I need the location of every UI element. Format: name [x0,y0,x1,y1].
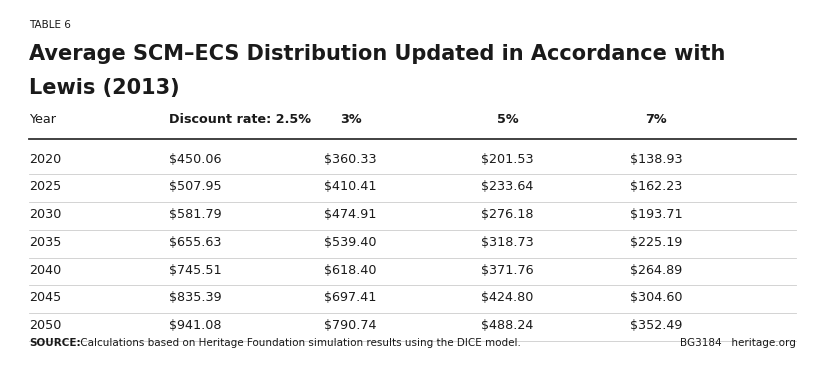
Text: $276.18: $276.18 [481,208,534,221]
Text: $264.89: $264.89 [629,263,682,277]
Text: $410.41: $410.41 [324,180,377,194]
Text: $138.93: $138.93 [629,152,682,166]
Text: 5%: 5% [497,113,518,126]
Text: $450.06: $450.06 [169,152,222,166]
Text: 2035: 2035 [29,236,61,249]
Text: $424.80: $424.80 [481,291,534,305]
Text: Calculations based on Heritage Foundation simulation results using the DICE mode: Calculations based on Heritage Foundatio… [77,338,521,348]
Text: $304.60: $304.60 [629,291,682,305]
Text: $539.40: $539.40 [324,236,377,249]
Text: 2020: 2020 [29,152,61,166]
Text: $352.49: $352.49 [629,319,682,332]
Text: 3%: 3% [340,113,361,126]
Text: $360.33: $360.33 [324,152,377,166]
Text: $201.53: $201.53 [481,152,534,166]
Text: $790.74: $790.74 [324,319,377,332]
Text: $233.64: $233.64 [481,180,534,194]
Text: $225.19: $225.19 [629,236,682,249]
Text: $474.91: $474.91 [324,208,377,221]
Text: $697.41: $697.41 [324,291,377,305]
Text: $581.79: $581.79 [169,208,222,221]
Text: $162.23: $162.23 [629,180,682,194]
Text: BG3184   heritage.org: BG3184 heritage.org [681,338,796,348]
Text: Average SCM–ECS Distribution Updated in Accordance with: Average SCM–ECS Distribution Updated in … [29,44,725,64]
Text: $507.95: $507.95 [169,180,222,194]
Text: Lewis (2013): Lewis (2013) [29,78,180,98]
Text: 2045: 2045 [29,291,61,305]
Text: SOURCE:: SOURCE: [29,338,81,348]
Text: TABLE 6: TABLE 6 [29,20,71,30]
Text: $618.40: $618.40 [324,263,377,277]
Text: $835.39: $835.39 [169,291,222,305]
Text: $655.63: $655.63 [169,236,222,249]
Text: 2040: 2040 [29,263,61,277]
Text: $488.24: $488.24 [481,319,534,332]
Text: 2025: 2025 [29,180,61,194]
Text: $941.08: $941.08 [169,319,222,332]
Text: $193.71: $193.71 [629,208,682,221]
Text: $371.76: $371.76 [481,263,534,277]
Text: 2030: 2030 [29,208,61,221]
Text: $318.73: $318.73 [481,236,534,249]
Text: 7%: 7% [645,113,667,126]
Text: Year: Year [29,113,56,126]
Text: Discount rate: 2.5%: Discount rate: 2.5% [169,113,311,126]
Text: 2050: 2050 [29,319,61,332]
Text: $745.51: $745.51 [169,263,222,277]
